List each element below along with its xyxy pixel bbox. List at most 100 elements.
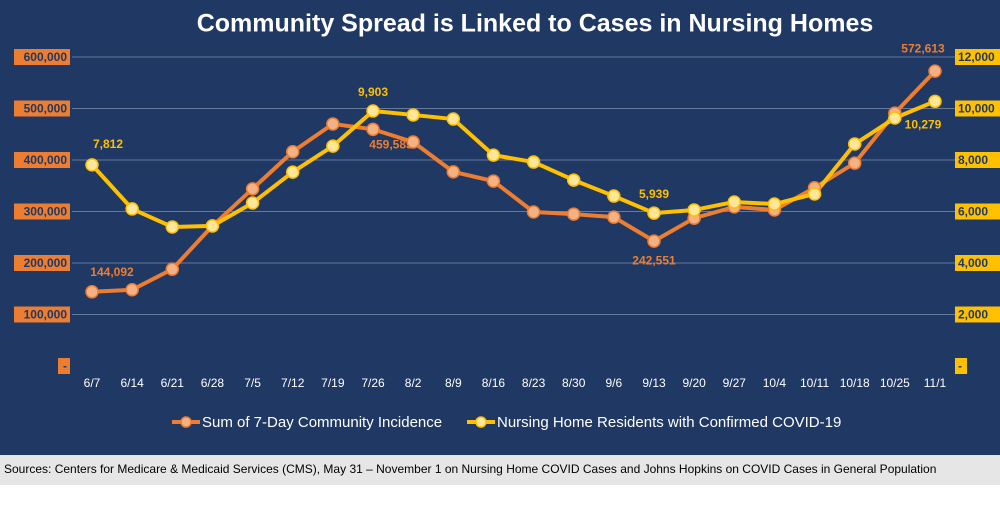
y-tick-label: 400,000: [24, 153, 68, 167]
point-marker: [85, 158, 99, 172]
x-tick-label: 6/14: [120, 376, 144, 390]
y-tick-box: [14, 49, 70, 65]
y2-tick-label: 4,000: [958, 256, 988, 270]
point-marker: [245, 196, 260, 210]
y2-tick-label: 8,000: [958, 153, 988, 167]
point-marker: [486, 148, 501, 162]
y2-tick-label: 10,000: [958, 102, 995, 116]
y2-tick-box: [955, 203, 1000, 220]
y-tick-box: [14, 100, 70, 117]
y2-tick-box: [955, 306, 1000, 323]
source-band: [0, 455, 1000, 485]
x-tick-label: 9/6: [606, 376, 623, 390]
x-tick-label: 8/16: [482, 376, 506, 390]
x-tick-label: 10/18: [840, 376, 870, 390]
y-tick-box: [14, 306, 70, 323]
point-marker: [406, 135, 420, 149]
x-tick-label: 9/27: [723, 376, 747, 390]
point-marker: [687, 203, 701, 217]
y-tick-box: [58, 358, 70, 374]
x-tick-label: 9/20: [682, 376, 706, 390]
x-tick-label: 10/25: [880, 376, 910, 390]
data-label: 9,903: [358, 85, 388, 99]
y-tick-label: -: [63, 359, 67, 373]
data-label: 7,812: [93, 137, 123, 151]
x-tick-label: 8/9: [445, 376, 462, 390]
point-marker: [526, 205, 541, 219]
point-marker: [245, 182, 260, 196]
point-marker: [847, 137, 862, 151]
point-marker: [446, 112, 461, 126]
data-label: 144,092: [90, 265, 134, 279]
x-tick-label: 7/12: [281, 376, 305, 390]
legend-label: Sum of 7-Day Community Incidence: [202, 414, 442, 431]
point-marker: [165, 262, 180, 276]
y-tick-label: 200,000: [24, 256, 68, 270]
x-tick-label: 10/4: [763, 376, 787, 390]
y2-tick-label: 6,000: [958, 205, 988, 219]
point-marker: [566, 207, 581, 221]
point-marker: [847, 156, 862, 170]
series-line: [90, 99, 936, 229]
x-tick-label: 10/11: [800, 376, 829, 390]
data-label: 10,279: [905, 117, 942, 131]
x-tick-label: 6/28: [201, 376, 225, 390]
data-label: 242,551: [632, 253, 676, 267]
point-marker: [807, 187, 822, 201]
y2-tick-label: 12,000: [958, 50, 995, 64]
legend-marker: [475, 416, 487, 428]
y-tick-box: [14, 152, 70, 168]
data-label: 5,939: [639, 187, 669, 201]
data-label: 572,613: [901, 41, 945, 55]
y2-tick-box: [955, 358, 967, 374]
y2-tick-box: [955, 255, 1000, 271]
point-marker: [566, 173, 581, 187]
point-marker: [125, 283, 139, 297]
legend-label: Nursing Home Residents with Confirmed CO…: [497, 414, 841, 431]
y-tick-label: 500,000: [24, 102, 68, 116]
y-tick-box: [14, 203, 70, 220]
point-marker: [647, 234, 661, 248]
point-marker: [366, 104, 380, 118]
x-tick-label: 8/2: [405, 376, 422, 390]
point-marker: [285, 165, 300, 179]
point-marker: [607, 210, 621, 224]
x-tick-label: 6/21: [161, 376, 185, 390]
y-tick-label: 100,000: [24, 308, 68, 322]
x-tick-label: 8/30: [562, 376, 586, 390]
point-marker: [446, 165, 461, 179]
point-marker: [888, 111, 902, 125]
y-tick-label: 300,000: [24, 205, 68, 219]
point-marker: [767, 197, 782, 211]
point-marker: [125, 202, 139, 216]
point-marker: [366, 122, 380, 137]
point-marker: [326, 117, 340, 131]
y2-tick-box: [955, 152, 1000, 168]
y-tick-label: 600,000: [24, 50, 68, 64]
y2-tick-label: 2,000: [958, 308, 988, 322]
point-marker: [486, 174, 501, 188]
y-tick-box: [14, 255, 70, 271]
x-tick-label: 7/19: [321, 376, 345, 390]
point-marker: [205, 219, 220, 233]
x-tick-label: 9/13: [642, 376, 666, 390]
source-note: Sources: Centers for Medicare & Medicaid…: [4, 462, 936, 476]
point-marker: [928, 94, 942, 109]
point-marker: [85, 285, 99, 299]
point-marker: [526, 155, 541, 169]
x-tick-label: 6/7: [84, 376, 101, 390]
point-marker: [647, 206, 661, 220]
x-tick-label: 7/5: [244, 376, 261, 390]
legend-marker: [180, 416, 192, 428]
point-marker: [607, 189, 621, 203]
point-marker: [406, 108, 420, 122]
x-tick-label: 7/26: [361, 376, 385, 390]
x-tick-label: 11/1: [924, 376, 947, 390]
y2-tick-label: -: [958, 359, 962, 373]
point-marker: [326, 139, 340, 153]
y2-tick-box: [955, 100, 1000, 117]
x-tick-label: 8/23: [522, 376, 546, 390]
point-marker: [727, 195, 742, 209]
y2-tick-box: [955, 49, 1000, 65]
